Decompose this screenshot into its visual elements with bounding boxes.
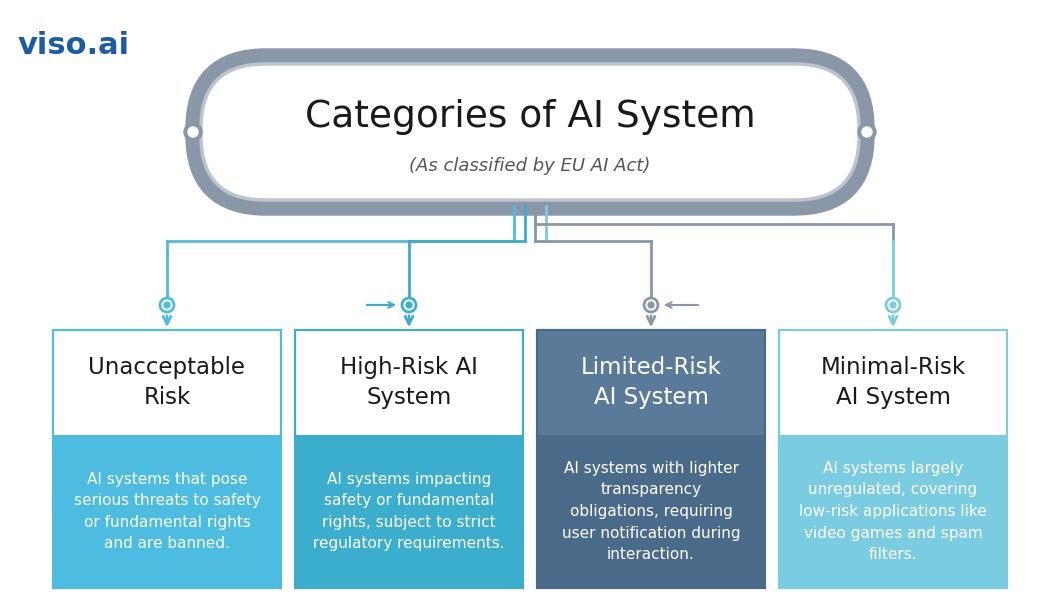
Text: High-Risk AI
System: High-Risk AI System xyxy=(340,356,478,409)
Circle shape xyxy=(164,302,170,308)
Circle shape xyxy=(188,127,198,137)
Text: Unacceptable
Risk: Unacceptable Risk xyxy=(88,356,246,409)
Text: Limited-Risk
AI System: Limited-Risk AI System xyxy=(581,356,722,409)
Circle shape xyxy=(402,298,416,312)
Circle shape xyxy=(648,302,654,308)
FancyBboxPatch shape xyxy=(195,58,865,206)
Circle shape xyxy=(858,123,876,141)
Text: AI systems impacting
safety or fundamental
rights, subject to strict
regulatory : AI systems impacting safety or fundament… xyxy=(313,471,505,551)
Text: AI systems with lighter
transparency
obligations, requiring
user notification du: AI systems with lighter transparency obl… xyxy=(562,461,740,562)
FancyBboxPatch shape xyxy=(201,64,859,200)
Text: viso.ai: viso.ai xyxy=(18,30,130,60)
Circle shape xyxy=(644,298,658,312)
Bar xyxy=(295,330,523,588)
Bar xyxy=(53,435,281,588)
Text: Categories of AI System: Categories of AI System xyxy=(304,99,756,135)
Text: AI systems that pose
serious threats to safety
or fundamental rights
and are ban: AI systems that pose serious threats to … xyxy=(73,471,261,551)
Text: AI systems largely
unregulated, covering
low-risk applications like
video games : AI systems largely unregulated, covering… xyxy=(799,461,987,562)
Bar xyxy=(779,435,1007,588)
Bar xyxy=(295,435,523,588)
Bar xyxy=(779,330,1007,588)
Circle shape xyxy=(862,127,872,137)
Bar xyxy=(295,330,523,588)
Circle shape xyxy=(406,302,412,308)
Text: Minimal-Risk
AI System: Minimal-Risk AI System xyxy=(820,356,966,409)
Circle shape xyxy=(160,298,174,312)
Bar xyxy=(53,330,281,588)
Circle shape xyxy=(890,302,896,308)
Circle shape xyxy=(886,298,900,312)
Bar xyxy=(537,435,765,588)
Bar xyxy=(779,330,1007,588)
Circle shape xyxy=(184,123,202,141)
Bar xyxy=(53,330,281,588)
Bar xyxy=(537,330,765,588)
Bar xyxy=(537,330,765,588)
Text: (As classified by EU AI Act): (As classified by EU AI Act) xyxy=(409,157,651,175)
